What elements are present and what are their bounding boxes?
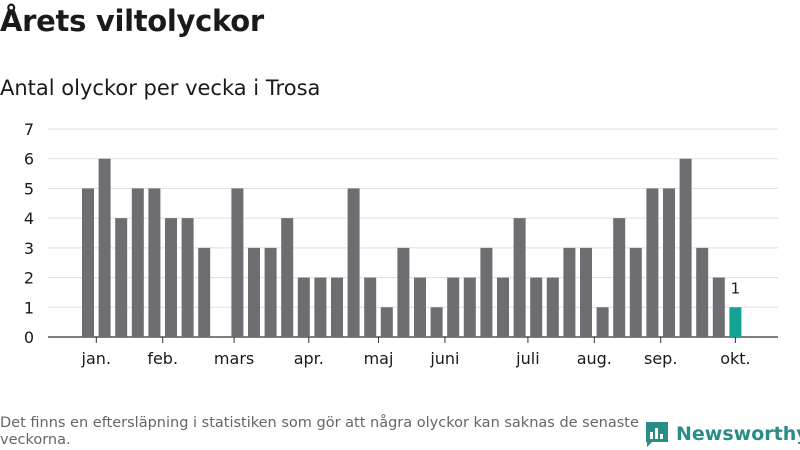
footnote: Det finns en eftersläpning i statistiken… — [0, 415, 639, 448]
y-tick-label: 5 — [24, 179, 34, 198]
y-tick-label: 4 — [24, 209, 34, 228]
x-tick-label: aug. — [577, 349, 612, 368]
y-tick-label: 1 — [24, 298, 34, 317]
bar — [580, 247, 592, 337]
chart-title: Årets viltolyckor — [0, 4, 264, 38]
bar — [530, 277, 543, 337]
bar — [497, 277, 509, 337]
bar — [679, 158, 692, 337]
brand: Newsworthy — [644, 420, 800, 448]
y-tick-label: 7 — [24, 120, 34, 139]
bar-chart-icon — [646, 422, 668, 447]
bar — [629, 247, 642, 337]
bar — [596, 307, 609, 337]
bar — [248, 247, 260, 337]
bar — [264, 247, 277, 337]
bar — [513, 218, 526, 337]
bar — [131, 188, 144, 337]
bar — [397, 247, 410, 337]
bar — [663, 188, 675, 337]
x-tick-label: sep. — [644, 349, 677, 368]
bar — [115, 218, 128, 337]
bar — [712, 277, 725, 337]
y-tick-label: 2 — [24, 269, 34, 288]
bar — [331, 277, 343, 337]
chart-subtitle: Antal olyckor per vecka i Trosa — [0, 76, 321, 100]
data-label: 1 — [731, 279, 741, 297]
y-axis-ticks: 0 1 2 3 4 5 6 7 — [24, 120, 34, 347]
bar — [148, 188, 161, 337]
x-tick-label: jan. — [81, 349, 111, 368]
x-tick-label: maj — [364, 349, 394, 368]
bar — [82, 188, 94, 337]
bar — [314, 277, 327, 337]
bar — [181, 218, 194, 337]
bar — [380, 307, 393, 337]
bar — [198, 247, 211, 337]
bar — [430, 307, 443, 337]
bar — [347, 188, 360, 337]
y-tick-label: 6 — [24, 150, 34, 169]
y-tick-label: 0 — [24, 328, 34, 347]
bar — [563, 247, 576, 337]
brand-name: Newsworthy — [676, 423, 800, 445]
bar — [165, 218, 177, 337]
x-tick-label: juli — [515, 349, 539, 368]
x-tick-label: okt. — [720, 349, 750, 368]
y-tick-label: 3 — [24, 239, 34, 258]
data-labels: 1 — [731, 279, 741, 297]
bar — [364, 277, 377, 337]
bar — [646, 188, 659, 337]
x-tick-label: juni — [429, 349, 459, 368]
x-tick-label: apr. — [294, 349, 324, 368]
bar — [447, 277, 460, 337]
bar — [546, 277, 559, 337]
bar — [613, 218, 626, 337]
bar — [297, 277, 310, 337]
bar-chart: 0 1 2 3 4 5 6 7 1 jan. feb. mars apr. maj juni juli au… — [24, 120, 778, 368]
x-axis-ticks: jan. feb. mars apr. maj juni juli aug. sep. okt. — [81, 337, 751, 368]
bar — [696, 247, 709, 337]
bar — [98, 158, 111, 337]
bars — [82, 158, 742, 337]
bar — [281, 218, 294, 337]
bar — [463, 277, 476, 337]
bar — [729, 307, 742, 337]
x-tick-label: mars — [214, 349, 254, 368]
bar — [480, 247, 493, 337]
bar — [231, 188, 244, 337]
x-tick-label: feb. — [147, 349, 178, 368]
bar — [414, 277, 426, 337]
